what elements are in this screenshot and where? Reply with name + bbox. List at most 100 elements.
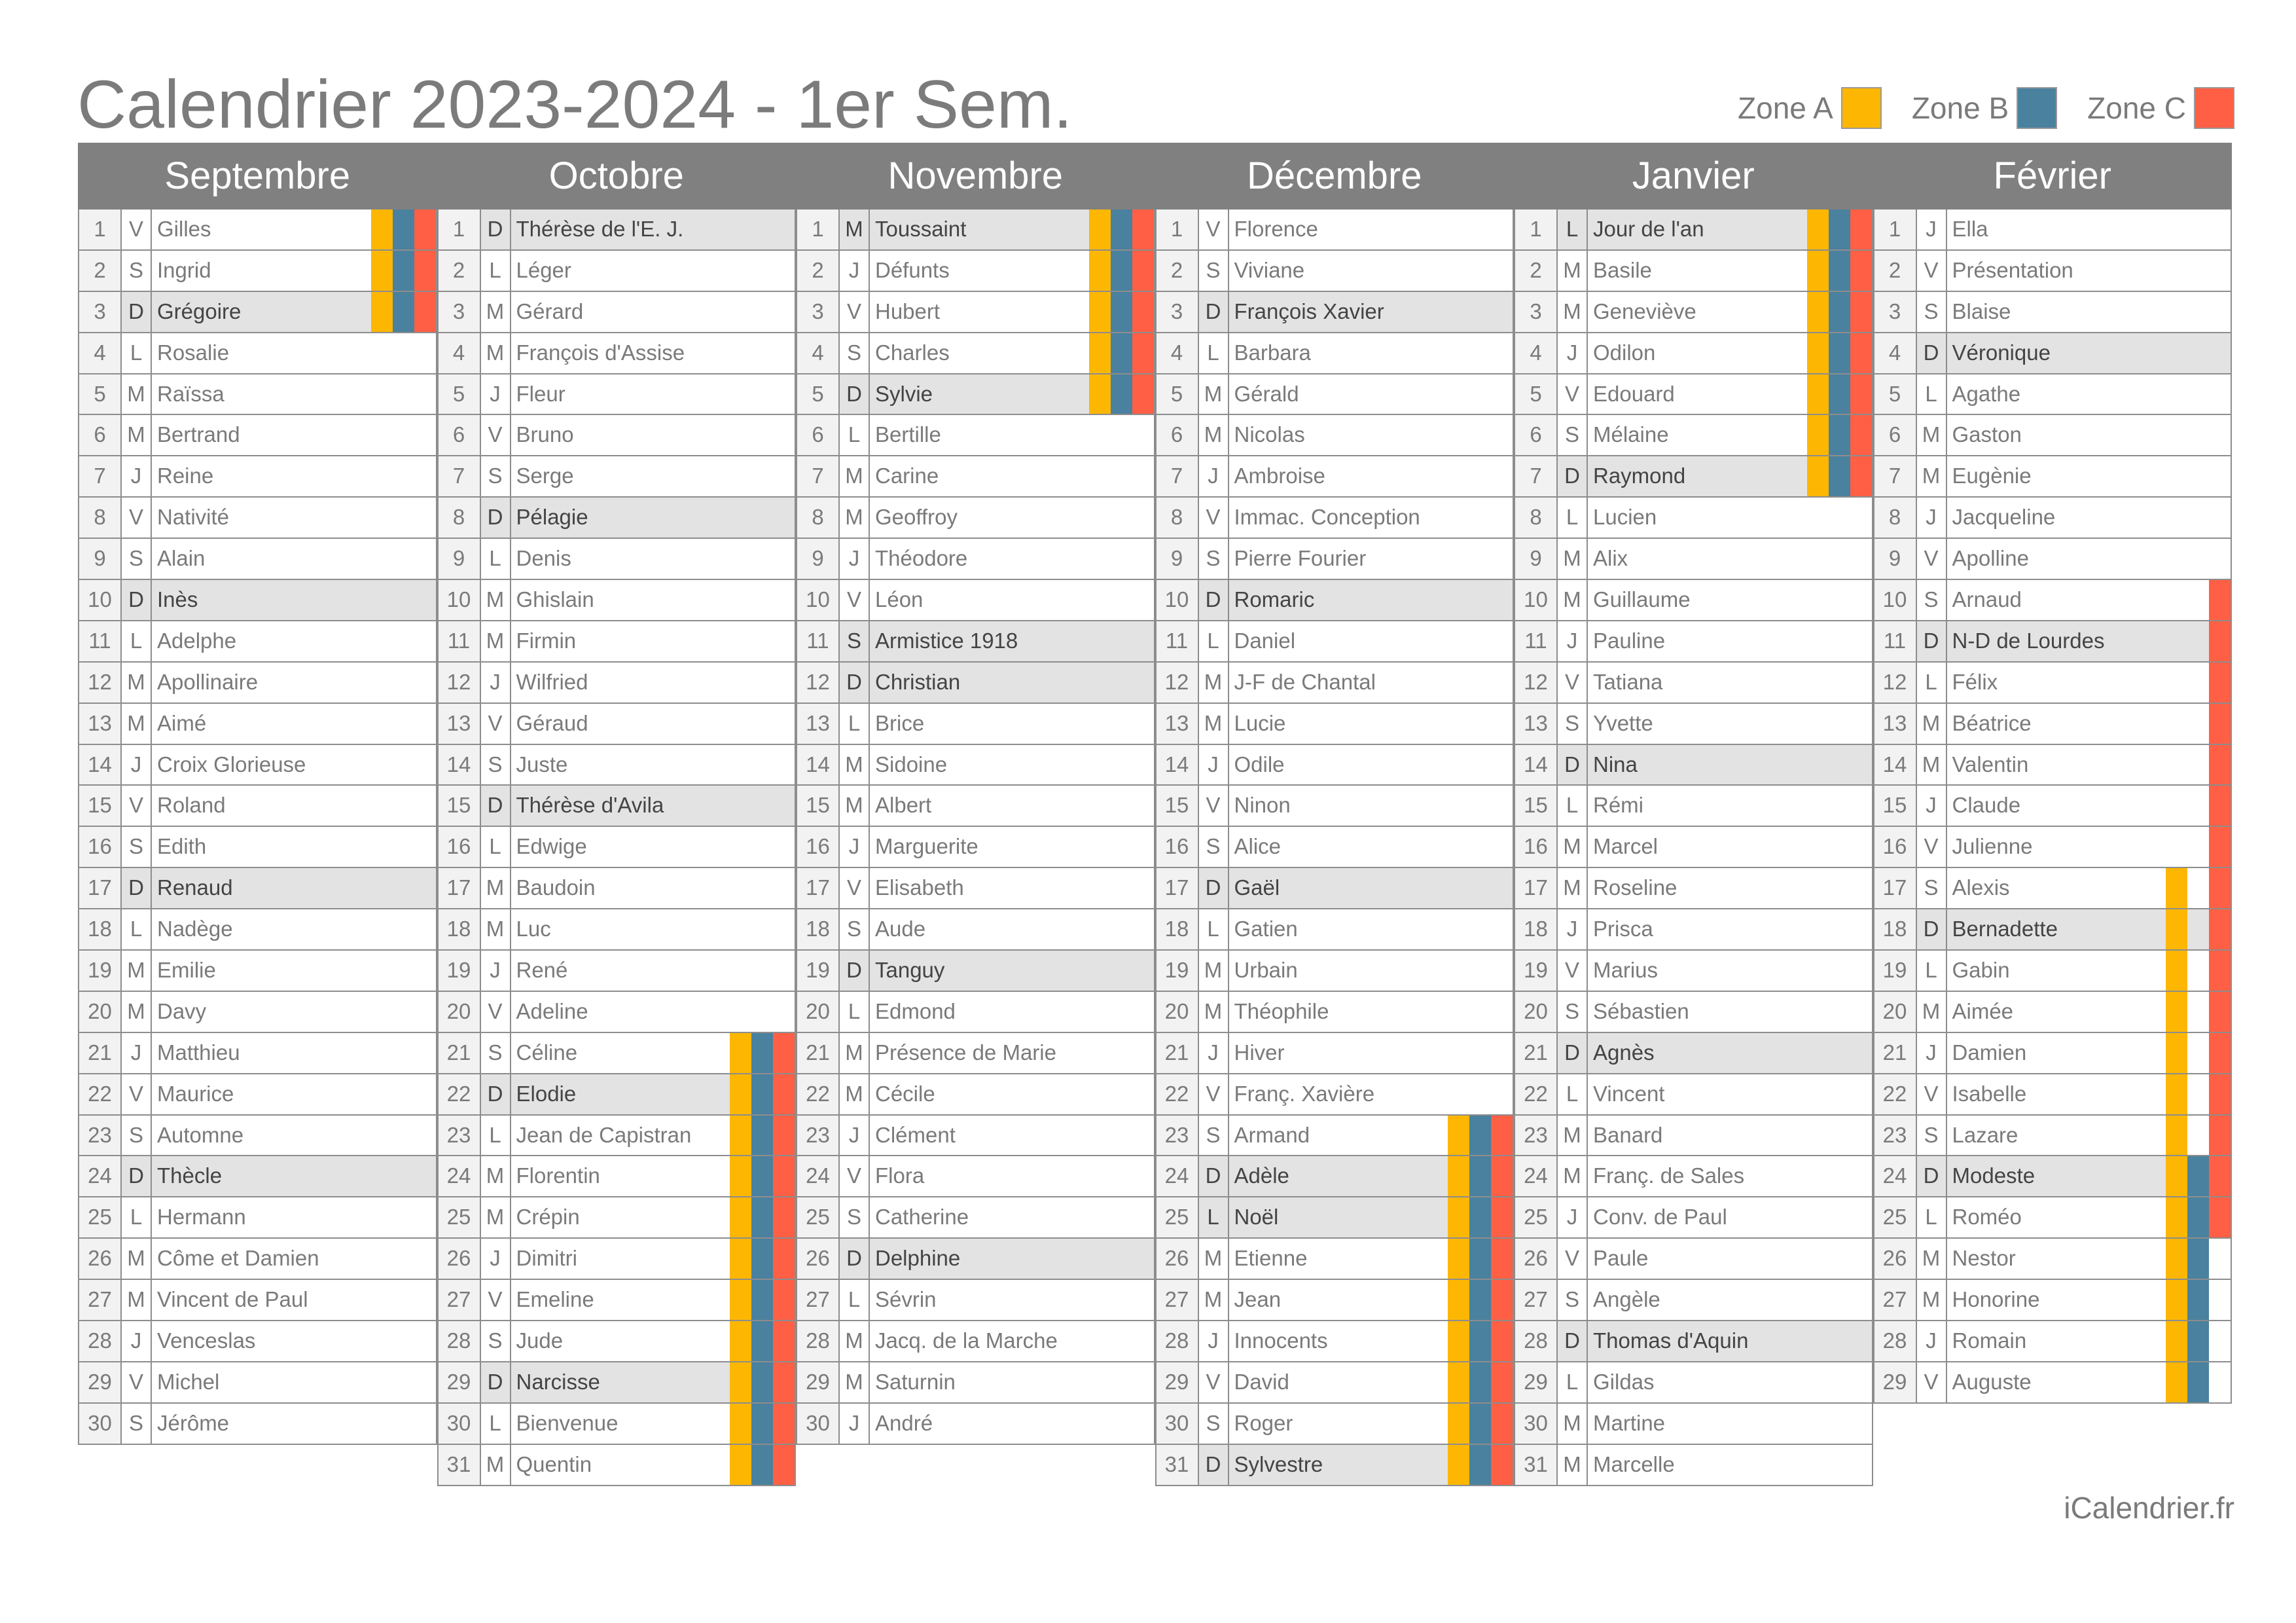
day-row: 30 L Bienvenue: [437, 1403, 796, 1445]
weekday-letter: V: [840, 1156, 870, 1197]
day-row: 19 L Gabin: [1873, 951, 2232, 992]
saint-name: Brice: [875, 710, 925, 735]
saint-name: Gérard: [516, 299, 584, 323]
day-row: 10 D Romaric: [1155, 580, 1514, 621]
day-row: 7 J Reine: [78, 456, 437, 498]
zone-b-holiday-bar: [751, 1074, 773, 1114]
day-row: 2 S Ingrid: [78, 250, 437, 292]
weekday-letter: L: [1558, 1362, 1588, 1402]
day-number: 26: [79, 1239, 122, 1279]
weekday-letter: D: [122, 580, 152, 620]
day-number: 6: [1874, 415, 1917, 456]
weekday-letter: S: [1917, 291, 1947, 332]
day-row: 23 S Armand: [1155, 1115, 1514, 1157]
day-row: 17 D Renaud: [78, 868, 437, 910]
day-number: 19: [1515, 951, 1558, 991]
day-row: 1 V Florence: [1155, 210, 1514, 251]
saint-name: Emilie: [157, 958, 216, 983]
weekday-letter: V: [481, 1280, 511, 1321]
day-number: 20: [79, 991, 122, 1032]
site-credit: iCalendrier.fr: [2064, 1491, 2234, 1525]
day-number: 29: [79, 1362, 122, 1402]
zone-c-holiday-bar: [773, 1197, 795, 1238]
weekday-letter: M: [1199, 703, 1229, 744]
weekday-letter: V: [840, 868, 870, 909]
day-row: 5 J Fleur: [437, 374, 796, 416]
saint-name: Florentin: [516, 1163, 600, 1188]
day-number: 22: [79, 1074, 122, 1114]
day-row: 4 M François d'Assise: [437, 333, 796, 374]
zone-a-holiday-bar: [2166, 1074, 2187, 1114]
weekday-letter: D: [840, 374, 870, 414]
day-row: 25 S Catherine: [796, 1197, 1155, 1239]
zone-c-holiday-bar: [2209, 703, 2231, 744]
day-number: 22: [1156, 1074, 1199, 1114]
saint-name: Isabelle: [1952, 1081, 2027, 1106]
zone-c-holiday-bar: [414, 291, 436, 332]
day-row: 19 D Tanguy: [796, 951, 1155, 992]
day-number: 5: [438, 374, 481, 414]
day-number: 30: [79, 1403, 122, 1444]
day-row: 23 S Automne: [78, 1115, 437, 1157]
saint-name: Léger: [516, 257, 571, 282]
weekday-letter: M: [1917, 744, 1947, 785]
weekday-letter: L: [481, 1115, 511, 1156]
day-row: 8 D Pélagie: [437, 498, 796, 539]
day-row: 14 J Odile: [1155, 744, 1514, 786]
weekday-letter: V: [1558, 374, 1588, 414]
saint-name: Edouard: [1593, 381, 1675, 406]
zone-b-holiday-bar: [1469, 1115, 1491, 1156]
zone-c-holiday-bar: [1491, 1444, 1513, 1485]
saint-name: Renaud: [152, 868, 436, 909]
saint-name: Roger: [1234, 1410, 1293, 1435]
day-number: 2: [1156, 250, 1199, 291]
weekday-letter: L: [481, 827, 511, 867]
day-row: 17 V Elisabeth: [796, 868, 1155, 910]
day-number: 4: [1156, 333, 1199, 373]
saint-name: Elisabeth: [875, 875, 964, 900]
day-number: 5: [1874, 374, 1917, 414]
weekday-letter: S: [481, 1321, 511, 1361]
day-number: 18: [1156, 909, 1199, 950]
weekday-letter: V: [1558, 1239, 1588, 1279]
zone-b-holiday-bar: [1828, 210, 1850, 249]
zone-legend: Zone A Zone B Zone C: [1708, 87, 2234, 129]
saint-name: Géraud: [516, 710, 588, 735]
zone-c-holiday-bar: [2209, 909, 2231, 950]
day-number: 8: [79, 498, 122, 538]
day-number: 16: [438, 827, 481, 867]
day-number: 3: [438, 291, 481, 332]
day-number: 8: [1874, 498, 1917, 538]
weekday-letter: M: [481, 621, 511, 661]
weekday-letter: S: [1558, 703, 1588, 744]
day-row: 3 M Geneviève: [1514, 291, 1873, 333]
day-number: 10: [79, 580, 122, 620]
saint-name: Reine: [157, 464, 214, 488]
weekday-letter: V: [1917, 250, 1947, 291]
saint-name: Guillaume: [1593, 587, 1691, 612]
weekday-letter: J: [1199, 744, 1229, 785]
zone-b-holiday-bar: [1828, 415, 1850, 456]
day-number: 29: [438, 1362, 481, 1402]
zone-b-holiday-bar: [1469, 1197, 1491, 1238]
weekday-letter: V: [122, 786, 152, 826]
zone-b-holiday-bar: [1469, 1239, 1491, 1279]
zone-c-holiday-bar: [773, 1403, 795, 1444]
day-row: 28 J Romain: [1873, 1321, 2232, 1362]
weekday-letter: V: [1199, 210, 1229, 249]
zone-c-holiday-bar: [773, 1444, 795, 1485]
day-row: 26 M Etienne: [1155, 1239, 1514, 1281]
day-row: 12 D Christian: [796, 662, 1155, 704]
zone-b-swatch: [2017, 87, 2058, 129]
zone-b-holiday-bar: [1828, 374, 1850, 414]
day-row: 11 D N-D de Lourdes: [1873, 621, 2232, 663]
day-number: 2: [438, 250, 481, 291]
day-row: 1 L Jour de l'an: [1514, 210, 1873, 251]
zone-c-holiday-bar: [1491, 1403, 1513, 1444]
weekday-letter: L: [122, 621, 152, 661]
weekday-letter: V: [840, 291, 870, 332]
day-row: 18 L Gatien: [1155, 909, 1514, 951]
saint-name: Odilon: [1593, 340, 1656, 365]
weekday-letter: V: [1917, 1074, 1947, 1114]
saint-name: Nestor: [1952, 1246, 2016, 1271]
